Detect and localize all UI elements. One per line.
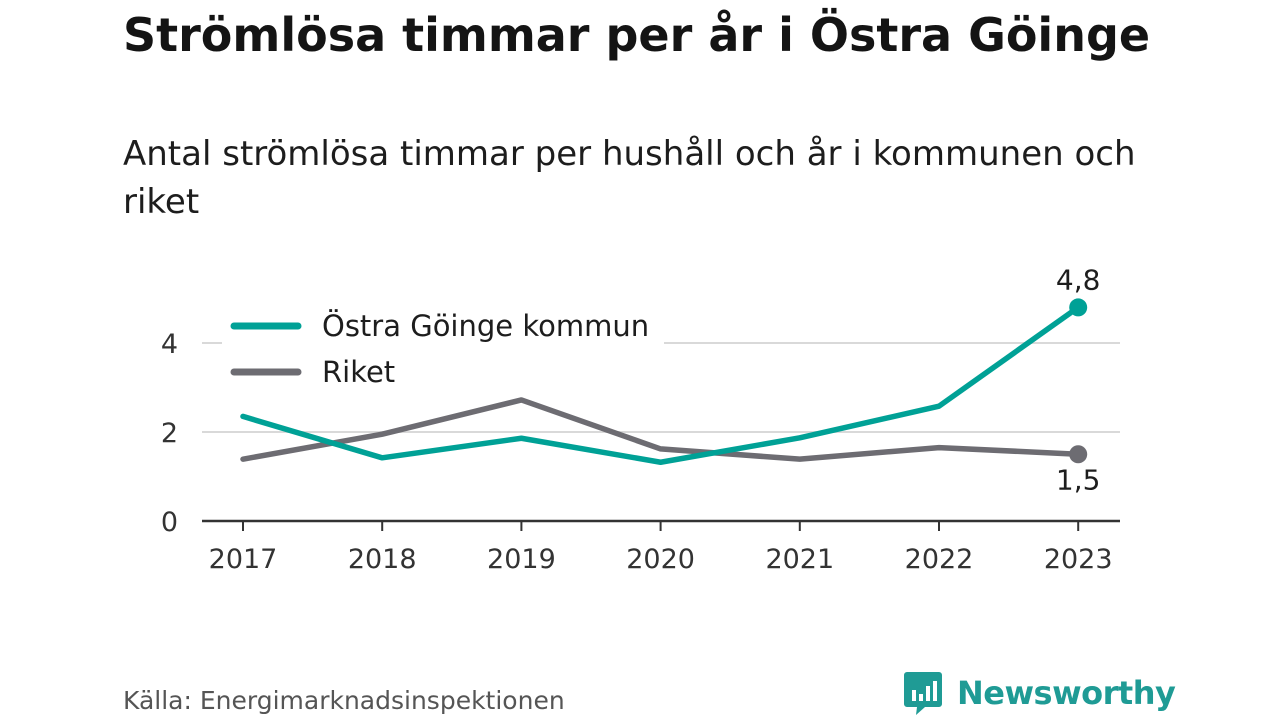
- end-label-riket: 1,5: [1056, 463, 1101, 496]
- x-tick-label: 2017: [209, 544, 278, 575]
- y-tick-label: 0: [161, 507, 178, 538]
- x-tick-label: 2019: [487, 544, 556, 575]
- x-axis: 2017 2018 2019 2020 2021 2022 2023: [202, 519, 1120, 575]
- series-lines: [240, 298, 1088, 466]
- x-tick-label: 2018: [348, 544, 417, 575]
- legend: Östra Göinge kommun Riket: [222, 300, 664, 396]
- y-axis-ticks: 0 2 4: [161, 329, 178, 538]
- series-line-kommun: [240, 304, 1081, 466]
- legend-background: [222, 300, 664, 396]
- end-label-kommun: 4,8: [1056, 263, 1101, 296]
- legend-label: Riket: [322, 355, 395, 389]
- source-note: Källa: Energimarknadsinspektionen: [123, 686, 565, 715]
- x-tick-label: 2020: [626, 544, 695, 575]
- x-tick-label: 2021: [765, 544, 834, 575]
- end-point-riket: [1069, 445, 1088, 464]
- y-tick-label: 4: [161, 329, 178, 360]
- legend-label: Östra Göinge kommun: [322, 309, 649, 343]
- brand-name: Newsworthy: [957, 674, 1176, 712]
- bar-chart-speech-bubble-icon: [904, 672, 942, 715]
- end-point-kommun: [1069, 298, 1088, 317]
- x-tick-label: 2023: [1044, 544, 1113, 575]
- x-tick-label: 2022: [905, 544, 974, 575]
- chart-title: Strömlösa timmar per år i Östra Göinge: [123, 8, 1151, 62]
- series-line-riket: [240, 397, 1081, 462]
- y-tick-label: 2: [161, 418, 178, 449]
- end-labels: 4,8 1,5: [1056, 263, 1101, 496]
- brand-logo: Newsworthy: [903, 670, 1176, 716]
- chart-subtitle: Antal strömlösa timmar per hushåll och å…: [123, 134, 1136, 222]
